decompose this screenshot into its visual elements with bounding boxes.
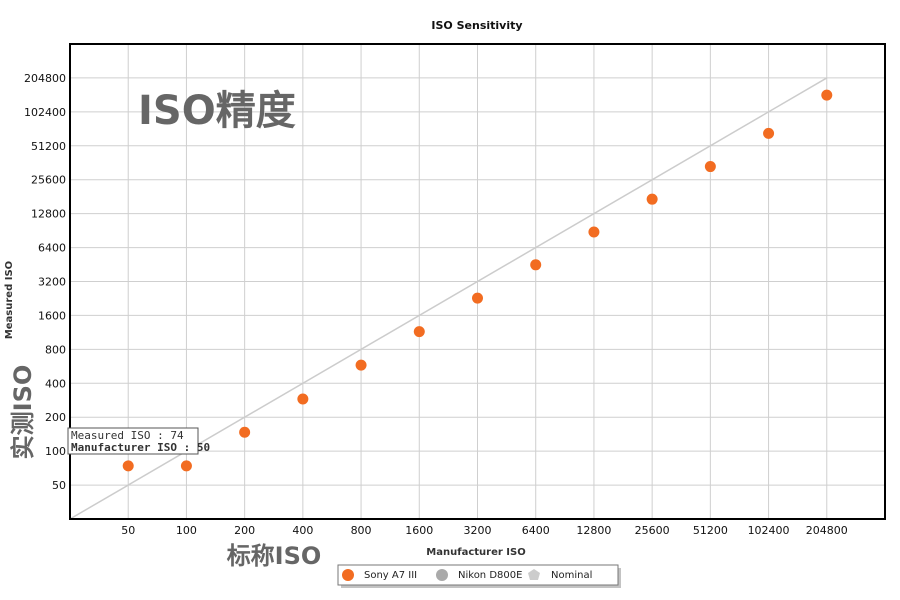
y-tick-label: 25600 <box>31 174 66 187</box>
x-tick-label: 12800 <box>576 524 611 537</box>
y-tick-label: 400 <box>45 377 66 390</box>
legend-item-nikon[interactable]: Nikon D800E <box>436 569 522 581</box>
tooltip-line-2: Manufacturer ISO : 50 <box>71 441 210 454</box>
sony-data-point[interactable] <box>413 326 425 338</box>
sony-data-point[interactable] <box>472 292 483 304</box>
y-tick-label: 800 <box>45 343 66 356</box>
x-tick-label: 51200 <box>693 524 728 537</box>
x-tick-labels: 50 100 200 400 800 1600 3200 6400 12800 25600 5120… <box>121 524 848 537</box>
plot-frame <box>69 43 886 520</box>
legend-nikon-marker <box>436 569 448 581</box>
x-tick-label: 1600 <box>405 524 433 537</box>
sony-data-point[interactable] <box>763 127 775 139</box>
legend-item-nominal[interactable]: Nominal <box>528 569 592 581</box>
y-tick-labels: 50 100 200 400 800 1600 3200 6400 12800 25600 5120… <box>24 72 66 492</box>
y-tick-label: 50 <box>52 479 66 492</box>
x-axis-title: Manufacturer ISO <box>426 547 525 558</box>
grid-lines <box>70 44 885 519</box>
y-axis-title: Measured ISO <box>4 261 15 339</box>
y-tick-label: 204800 <box>24 72 66 85</box>
legend-nominal-marker <box>528 569 540 580</box>
sony-data-point[interactable] <box>704 161 716 173</box>
y-tick-label: 51200 <box>31 140 66 153</box>
x-tick-label: 400 <box>292 524 313 537</box>
x-tick-label: 204800 <box>806 524 848 537</box>
sony-data-point[interactable] <box>239 426 251 438</box>
y-tick-label: 1600 <box>38 309 66 322</box>
legend-item-sony[interactable]: Sony A7 III <box>342 569 417 581</box>
y-tick-label: 102400 <box>24 106 66 119</box>
legend-nominal-label: Nominal <box>551 570 592 581</box>
overlay-xlabel-cn: 标称ISO <box>227 542 322 570</box>
sony-data-point[interactable] <box>530 259 542 271</box>
data-points <box>122 89 833 472</box>
y-tick-label: 200 <box>45 411 66 424</box>
overlay-ylabel-cn: 实测ISO <box>9 365 37 460</box>
data-tooltip: Measured ISO : 74 Manufacturer ISO : 50 <box>67 427 210 455</box>
sony-data-point[interactable] <box>180 460 192 472</box>
legend-sony-marker <box>342 569 354 581</box>
x-tick-label: 50 <box>121 524 135 537</box>
legend: Sony A7 III Nikon D800E Nominal <box>337 564 621 588</box>
x-tick-label: 100 <box>176 524 197 537</box>
y-tick-label: 3200 <box>38 276 66 289</box>
x-tick-label: 102400 <box>748 524 790 537</box>
sony-data-point[interactable] <box>588 226 600 238</box>
sony-data-point[interactable] <box>355 359 367 371</box>
sony-data-point[interactable] <box>646 193 658 205</box>
y-tick-label: 12800 <box>31 208 66 221</box>
sony-data-point[interactable] <box>122 460 134 472</box>
x-tick-label: 3200 <box>464 524 492 537</box>
y-tick-label: 6400 <box>38 242 66 255</box>
x-tick-label: 200 <box>234 524 255 537</box>
sony-data-point[interactable] <box>821 89 833 101</box>
x-tick-label: 800 <box>351 524 372 537</box>
chart-title: ISO Sensitivity <box>431 19 522 32</box>
legend-nikon-label: Nikon D800E <box>458 570 522 581</box>
y-tick-label: 100 <box>45 445 66 458</box>
tooltip-line-1: Measured ISO : 74 <box>71 429 184 442</box>
legend-sony-label: Sony A7 III <box>364 570 417 581</box>
x-tick-label: 25600 <box>635 524 670 537</box>
overlay-title-cn: ISO精度 <box>138 88 296 134</box>
x-tick-label: 6400 <box>522 524 550 537</box>
sony-data-point[interactable] <box>297 393 309 405</box>
